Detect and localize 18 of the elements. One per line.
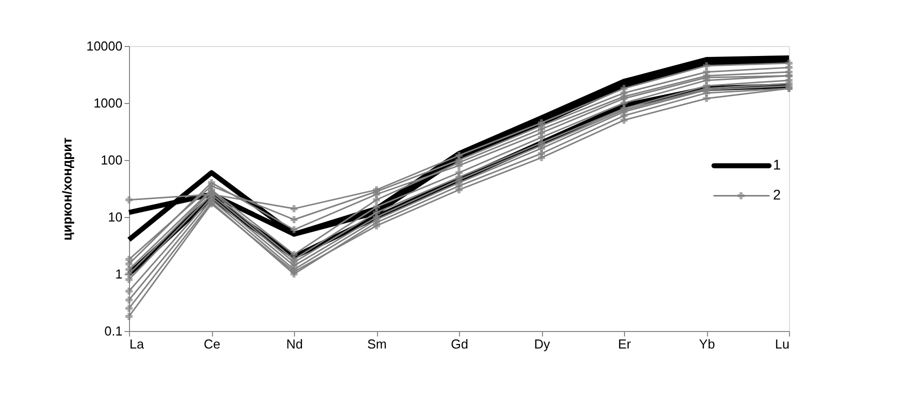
x-tick-label: Er bbox=[618, 336, 632, 352]
y-axis-title: циркон/хондрит bbox=[59, 138, 74, 240]
y-tick-label: 10000 bbox=[86, 38, 122, 54]
x-tick-label: Gd bbox=[450, 336, 468, 352]
x-tick-label: La bbox=[130, 336, 145, 352]
x-tick-label: Sm bbox=[367, 336, 387, 352]
x-tick-label: Nd bbox=[286, 336, 303, 352]
y-tick-label: 1 bbox=[115, 266, 122, 282]
legend-label: 1 bbox=[773, 156, 781, 173]
y-tick-label: 100 bbox=[100, 152, 122, 168]
y-tick-label: 1000 bbox=[94, 96, 122, 110]
y-tick-label: 10 bbox=[108, 210, 122, 224]
x-tick-label: Yb bbox=[699, 336, 715, 352]
legend-label: 2 bbox=[773, 186, 781, 203]
y-tick-label: 0.1 bbox=[104, 324, 122, 338]
x-tick-label: Lu bbox=[775, 336, 790, 352]
x-tick-label: Dy bbox=[534, 336, 550, 352]
x-tick-label: Ce bbox=[204, 336, 220, 352]
